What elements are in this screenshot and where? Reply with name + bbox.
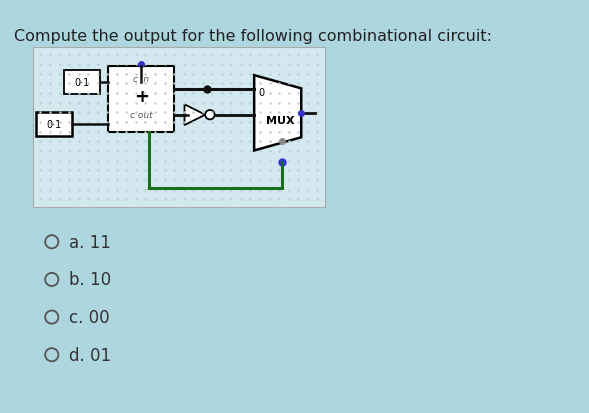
Text: a. 11: a. 11 [69,233,111,251]
Text: Compute the output for the following combinational circuit:: Compute the output for the following com… [14,29,492,44]
Text: 0·1: 0·1 [46,120,61,130]
Text: c out: c out [130,111,153,120]
Bar [36,113,71,137]
Bar [33,48,325,207]
Text: 0: 0 [258,88,264,98]
Bar [108,66,174,132]
Text: +: + [134,88,148,106]
Bar [64,70,100,95]
Text: d. 01: d. 01 [69,346,111,364]
Text: c. 00: c. 00 [69,309,110,326]
Text: b. 10: b. 10 [69,271,111,289]
Text: MUX: MUX [266,116,294,126]
Polygon shape [254,76,301,151]
Text: c in: c in [133,75,149,84]
Text: 0·1: 0·1 [74,78,90,88]
Polygon shape [184,105,205,126]
Circle shape [205,111,214,120]
